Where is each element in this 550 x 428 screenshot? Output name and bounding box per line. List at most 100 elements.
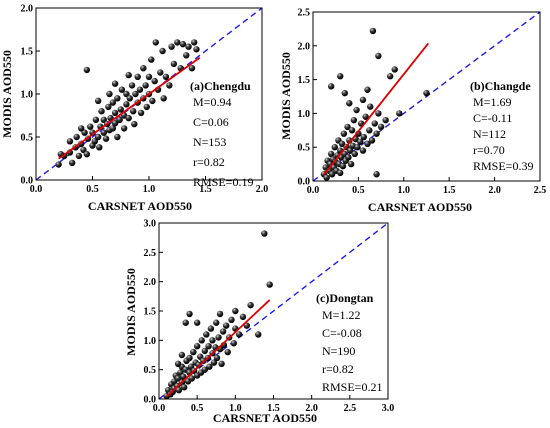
- plot-frame: [312, 11, 541, 182]
- scatter-point: [367, 103, 374, 110]
- scatter-point: [228, 316, 235, 323]
- x-tick-label: 1.0: [143, 184, 156, 195]
- scatter-point: [149, 97, 156, 105]
- scatter-point: [327, 83, 335, 90]
- scatter-point: [191, 39, 198, 46]
- scatter-point: [131, 120, 138, 128]
- stat-label: M=1.69: [473, 95, 511, 109]
- scatter-point: [247, 301, 254, 309]
- scatter-point: [359, 96, 367, 104]
- scatter-point: [203, 331, 210, 338]
- scatter-point: [201, 347, 208, 355]
- y-tick-label: 2.0: [144, 277, 157, 288]
- panel-title: (a)Chengdu: [190, 79, 251, 93]
- scatter-point: [143, 103, 150, 111]
- scatter-point: [91, 138, 98, 145]
- y-tick-label: 1.5: [298, 75, 311, 86]
- scatter-point: [232, 307, 239, 315]
- scatter-point: [148, 56, 155, 63]
- scatter-point: [83, 66, 91, 74]
- scatter-point: [145, 73, 153, 81]
- regression-line: [58, 56, 201, 160]
- y-axis-label: MODIS AOD550: [0, 50, 14, 138]
- stat-label: RMSE=0.19: [193, 175, 253, 189]
- scatter-point: [198, 337, 205, 344]
- scatter-point: [123, 101, 130, 108]
- scatter-point: [94, 97, 102, 105]
- scatter-point: [340, 130, 348, 137]
- y-tick-label: 0.5: [144, 365, 157, 376]
- scatter-point: [261, 230, 268, 237]
- scatter-point: [213, 319, 220, 326]
- scatter-point: [142, 82, 149, 89]
- scatter-point: [188, 375, 196, 382]
- scatter-point: [362, 113, 369, 120]
- scatter-point: [391, 66, 398, 73]
- scatter-point: [66, 138, 74, 145]
- x-tick-label: 2.5: [534, 185, 547, 196]
- stat-label: N=153: [193, 135, 226, 149]
- panel-changde: 0.0 0.5 1.0 1.5 2.0 2.5 0.0 0.5 1.0 1.5 2.0 2.5 CARS…: [279, 8, 546, 215]
- scatter-point: [134, 73, 141, 81]
- y-tick-label: 1.0: [144, 336, 157, 347]
- stat-label: C=-0.08: [322, 326, 362, 340]
- scatter-point: [137, 109, 145, 117]
- x-tick-label: 0.5: [191, 403, 204, 414]
- scatter-point: [206, 363, 213, 370]
- x-axis-label: CARSNET AOD550: [368, 200, 472, 214]
- y-tick-label: 0.5: [21, 133, 34, 144]
- scatter-point: [195, 361, 202, 369]
- scatter-point: [125, 114, 132, 122]
- y-tick-label: 0.5: [298, 143, 311, 154]
- scatter-point: [109, 99, 117, 106]
- stat-label: N=112: [473, 127, 506, 141]
- y-tick-label: 2.5: [144, 248, 157, 259]
- scatter-point: [111, 80, 119, 87]
- scatter-point: [102, 135, 110, 142]
- scatter-point: [114, 133, 121, 141]
- scatter-point: [364, 140, 371, 148]
- scatter-point: [193, 343, 201, 350]
- regression-line: [166, 299, 271, 398]
- scatter-point: [209, 337, 216, 344]
- scatter-point: [351, 150, 358, 158]
- x-tick-label: 0.5: [86, 184, 99, 195]
- scatter-point: [106, 90, 113, 98]
- stat-label: M=1.22: [322, 308, 360, 322]
- scatter-point: [87, 123, 94, 130]
- scatter-point: [213, 354, 221, 362]
- scatter-point: [162, 73, 170, 81]
- stat-label: C=0.06: [193, 115, 229, 129]
- x-tick-label: 2.0: [488, 185, 501, 196]
- y-tick-label: 1.5: [144, 307, 157, 318]
- x-tick-label: 2.0: [305, 403, 318, 414]
- y-tick-label: 2.5: [298, 8, 311, 19]
- y-tick-label: 3.0: [144, 219, 157, 230]
- scatter-point: [128, 82, 136, 89]
- scatter-point: [346, 100, 353, 107]
- scatter-point: [255, 331, 262, 338]
- x-tick-label: 0.0: [153, 403, 166, 414]
- scatter-point: [216, 310, 224, 318]
- scatter-point: [170, 60, 178, 68]
- scatter-point: [125, 71, 132, 79]
- scatter-point: [323, 174, 330, 181]
- scatter-point: [123, 90, 130, 98]
- scatter-point: [190, 348, 197, 356]
- scatter-point: [157, 69, 164, 76]
- scatter-point: [328, 171, 336, 178]
- y-tick-label: 1.0: [21, 90, 34, 101]
- scatter-point: [174, 375, 182, 382]
- x-tick-label: 2.5: [344, 403, 357, 414]
- scatter-point: [179, 40, 187, 48]
- x-tick-label: 1.5: [443, 185, 456, 196]
- stat-label: r=0.82: [193, 155, 225, 169]
- scatter-point: [230, 340, 238, 347]
- y-tick-label: 2.0: [21, 4, 34, 15]
- panel-dongtan: 0.0 0.5 1.0 1.5 2.0 2.5 3.0 0.0 0.5 1.0 1.5 2.0 2.5 3…: [124, 219, 394, 426]
- scatter-point: [92, 116, 100, 124]
- scatter-point: [364, 86, 371, 93]
- scatter-point: [348, 127, 356, 134]
- scatter-point: [239, 313, 247, 321]
- scatter-point: [159, 47, 166, 55]
